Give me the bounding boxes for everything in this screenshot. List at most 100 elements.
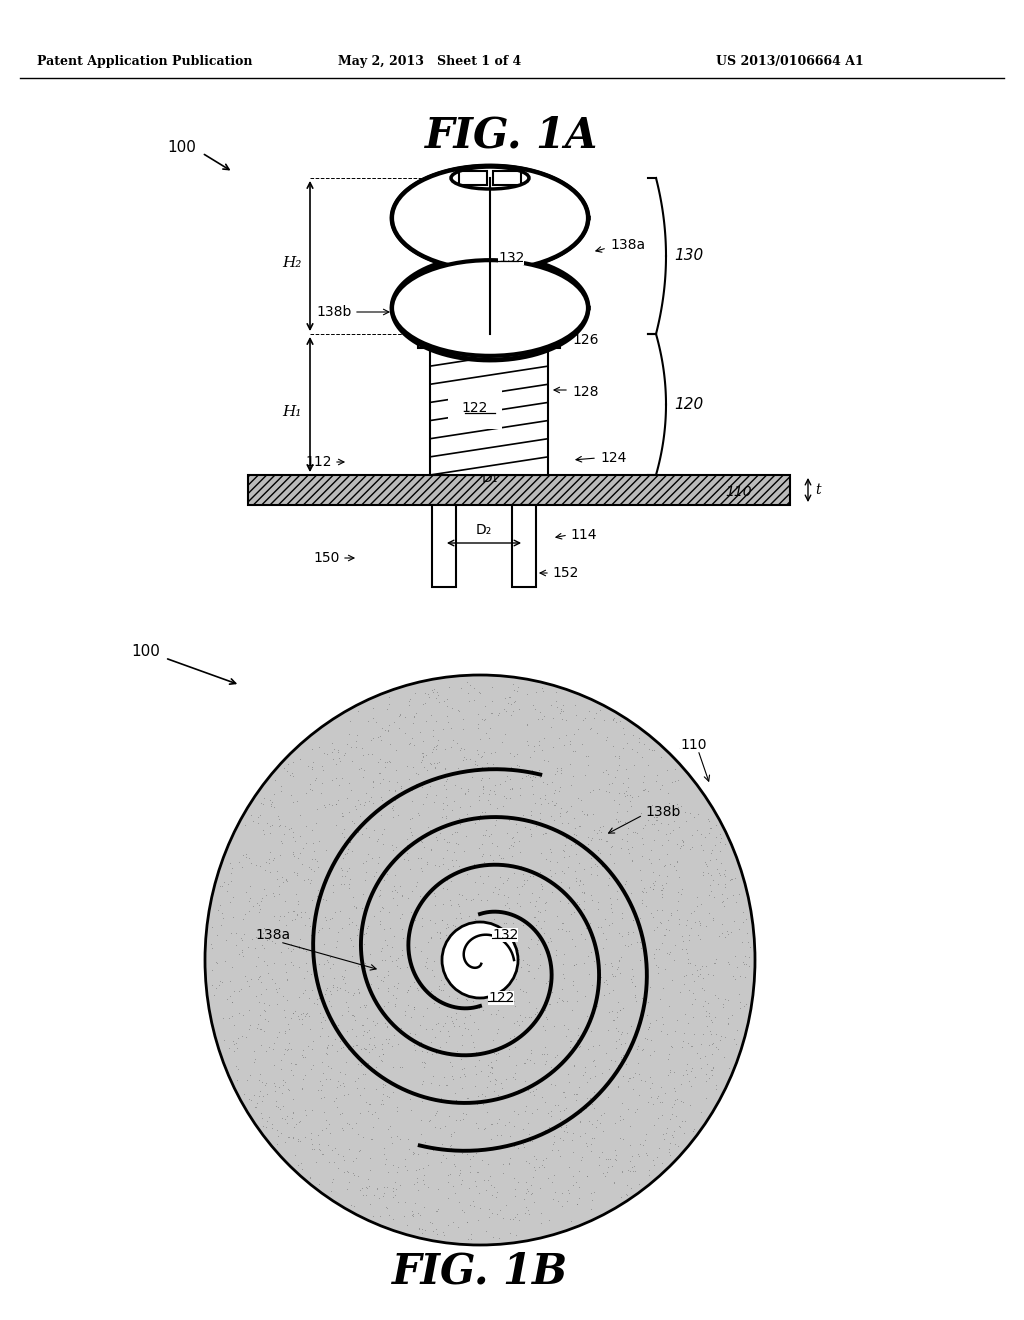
Point <box>515 908 531 929</box>
Point <box>534 875 550 896</box>
Point <box>694 995 711 1016</box>
Point <box>372 884 388 906</box>
Point <box>530 900 547 921</box>
Point <box>457 1139 473 1160</box>
Point <box>532 793 549 814</box>
Point <box>502 1208 518 1229</box>
Point <box>450 700 466 721</box>
Point <box>342 832 358 853</box>
Point <box>345 985 361 1006</box>
Point <box>659 813 676 834</box>
Point <box>676 965 692 986</box>
Point <box>280 870 296 891</box>
Point <box>304 751 321 772</box>
Point <box>260 962 276 983</box>
Point <box>463 760 479 781</box>
Point <box>468 1041 484 1063</box>
Point <box>251 991 267 1012</box>
Point <box>434 1144 451 1166</box>
Point <box>251 965 267 986</box>
Point <box>352 805 369 826</box>
Point <box>321 991 337 1012</box>
Point <box>395 841 412 862</box>
Point <box>460 1229 476 1250</box>
Point <box>554 978 570 999</box>
Point <box>420 684 436 705</box>
Point <box>684 1057 700 1078</box>
Point <box>620 921 636 942</box>
Point <box>605 1010 622 1031</box>
Text: 138a: 138a <box>610 238 645 252</box>
Point <box>610 876 627 898</box>
Point <box>449 1109 465 1130</box>
Point <box>470 924 486 945</box>
Point <box>603 898 620 919</box>
Point <box>382 945 398 966</box>
Point <box>450 758 466 779</box>
Point <box>358 1092 375 1113</box>
Point <box>666 950 682 972</box>
Point <box>314 917 331 939</box>
Point <box>482 987 499 1008</box>
Point <box>424 1213 440 1234</box>
Point <box>506 678 522 700</box>
Point <box>554 990 570 1011</box>
Point <box>443 849 460 870</box>
Point <box>729 957 745 978</box>
Point <box>611 793 628 814</box>
Point <box>253 1102 269 1123</box>
Point <box>354 1063 371 1084</box>
Point <box>413 830 429 851</box>
Point <box>692 824 709 845</box>
Point <box>461 968 477 989</box>
Point <box>598 1043 614 1064</box>
Point <box>455 978 471 999</box>
Point <box>469 884 485 906</box>
Point <box>439 878 456 899</box>
Point <box>681 924 697 945</box>
Point <box>345 1035 361 1056</box>
Point <box>541 1209 557 1230</box>
Point <box>483 1113 500 1134</box>
Point <box>501 979 517 1001</box>
Point <box>506 832 522 853</box>
Point <box>476 801 493 822</box>
Point <box>403 821 420 842</box>
Point <box>708 849 724 870</box>
Point <box>689 960 706 981</box>
Point <box>402 1022 419 1043</box>
Point <box>570 1176 587 1197</box>
Point <box>422 776 438 797</box>
Point <box>612 946 629 968</box>
Point <box>548 939 564 960</box>
Point <box>676 1023 692 1044</box>
Point <box>587 1056 603 1077</box>
Point <box>498 1195 514 1216</box>
Point <box>505 673 521 694</box>
Point <box>346 812 362 833</box>
Point <box>644 1150 660 1171</box>
Point <box>355 1038 372 1059</box>
Point <box>556 862 572 883</box>
Point <box>549 1055 565 1076</box>
Point <box>565 1142 582 1163</box>
Text: 122: 122 <box>488 991 514 1005</box>
Point <box>377 1074 393 1096</box>
Point <box>625 921 641 942</box>
Point <box>344 1118 360 1139</box>
Point <box>382 917 398 939</box>
Point <box>691 928 708 949</box>
Point <box>435 799 452 820</box>
Point <box>503 1032 519 1053</box>
Point <box>253 891 269 912</box>
Point <box>447 915 464 936</box>
Point <box>683 1076 699 1097</box>
Point <box>543 931 559 952</box>
Point <box>612 1109 629 1130</box>
Point <box>252 1080 268 1101</box>
Point <box>674 829 690 850</box>
Point <box>306 907 323 928</box>
Point <box>374 789 390 810</box>
Point <box>654 887 671 908</box>
Point <box>509 876 525 898</box>
